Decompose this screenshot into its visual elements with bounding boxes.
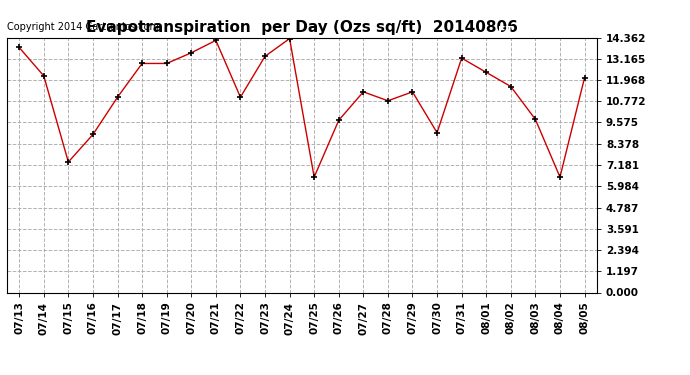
Text: Copyright 2014 Cartronics.com: Copyright 2014 Cartronics.com — [7, 22, 159, 32]
Text: ET  (0z/sq  ft): ET (0z/sq ft) — [498, 26, 582, 36]
Title: Evapotranspiration  per Day (Ozs sq/ft)  20140806: Evapotranspiration per Day (Ozs sq/ft) 2… — [86, 20, 518, 35]
